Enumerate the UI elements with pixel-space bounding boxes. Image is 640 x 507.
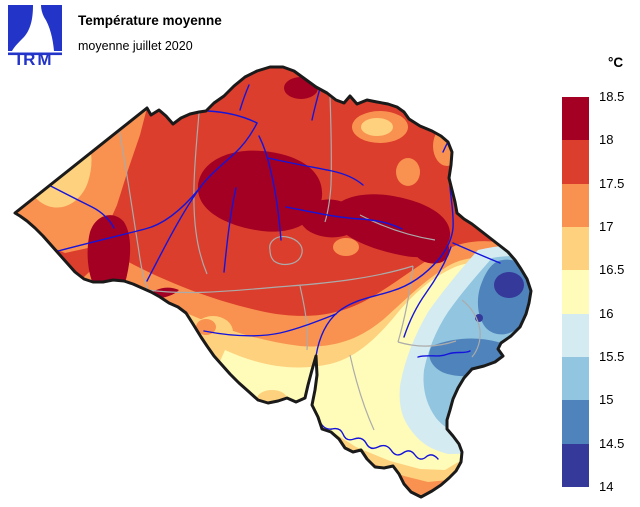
colorbar-tick: 18.5: [599, 89, 625, 104]
temperature-fill-layer: [15, 67, 531, 497]
irm-logo: [8, 5, 62, 56]
colorbar-swatch: [562, 97, 589, 141]
colorbar-swatch: [562, 356, 589, 401]
colorbar-tick: 14: [599, 479, 614, 494]
colorbar-swatch: [562, 226, 589, 271]
irm-logo-mark: [8, 5, 62, 56]
colorbar-tick: 14.5: [599, 436, 625, 451]
colorbar-tick: 15: [599, 392, 614, 407]
colorbar-swatch: [562, 313, 589, 357]
colorbar-tick: 18: [599, 132, 614, 147]
irm-logo-text: IRM: [16, 50, 54, 69]
colorbar-swatch: [562, 183, 589, 227]
colorbar-tick: 17.5: [599, 176, 625, 191]
colorbar: [562, 97, 589, 487]
colorbar-tick: 16.5: [599, 262, 625, 277]
colorbar-swatch: [562, 140, 589, 184]
colorbar-tick: 16: [599, 306, 614, 321]
colorbar-tick: 17: [599, 219, 614, 234]
province-boundaries: [117, 94, 481, 431]
country-border: [13, 65, 533, 499]
legend-unit-label: °C: [608, 55, 624, 70]
colorbar-swatch: [562, 270, 589, 314]
colorbar-swatch: [562, 443, 589, 487]
page-title: Température moyenne: [78, 13, 222, 28]
page-subtitle: moyenne juillet 2020: [78, 39, 193, 53]
colorbar-tick: 15.5: [599, 349, 625, 364]
colorbar-swatch: [562, 400, 589, 444]
